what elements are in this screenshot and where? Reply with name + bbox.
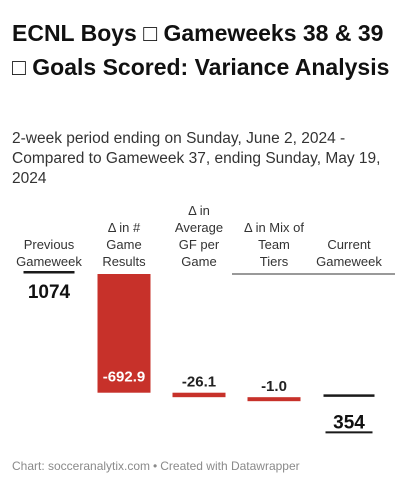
category-label-0: Previous [24, 237, 75, 252]
category-label-3: Tiers [260, 254, 289, 269]
waterfall-chart: Previous Gameweek Δ in # Game Results Δ in Ave… [16, 203, 395, 434]
category-label-4: Current [327, 237, 371, 252]
value-label-1: -692.9 [103, 369, 146, 386]
category-label-1: Δ in # [108, 220, 141, 235]
total-marker-0 [23, 271, 75, 274]
chart-footer: Chart: socceranalytix.com • Created with D… [12, 459, 300, 473]
category-label-2: Game [181, 254, 216, 269]
category-label-1: Results [102, 254, 146, 269]
total-underline-4 [325, 431, 373, 434]
category-label-1: Game [106, 237, 141, 252]
value-label-3: -1.0 [261, 378, 287, 395]
category-label-2: GF per [179, 237, 220, 252]
delta-bar-2 [172, 392, 226, 398]
chart-title: ECNL Boys □ Gameweeks 38 & 39 □ Goals Sc… [12, 20, 390, 80]
value-label-4: 354 [333, 412, 365, 433]
chart-subtitle: 2-week period ending on Sunday, June 2, … [12, 130, 381, 187]
category-label-0: Gameweek [16, 254, 82, 269]
category-label-3: Δ in Mix of [244, 220, 304, 235]
value-label-2: -26.1 [182, 374, 216, 391]
category-label-2: Δ in [188, 203, 210, 218]
total-marker-4 [323, 394, 375, 397]
value-label-0: 1074 [28, 282, 71, 303]
category-label-2: Average [175, 220, 223, 235]
footer-credit: Created with Datawrapper [160, 459, 300, 473]
footer-separator: • [153, 459, 158, 473]
delta-bar-1 [97, 274, 151, 393]
category-label-3: Team [258, 237, 290, 252]
footer-source: Chart: socceranalytix.com [12, 459, 151, 473]
category-label-4: Gameweek [316, 254, 382, 269]
delta-bar-3 [247, 397, 301, 402]
